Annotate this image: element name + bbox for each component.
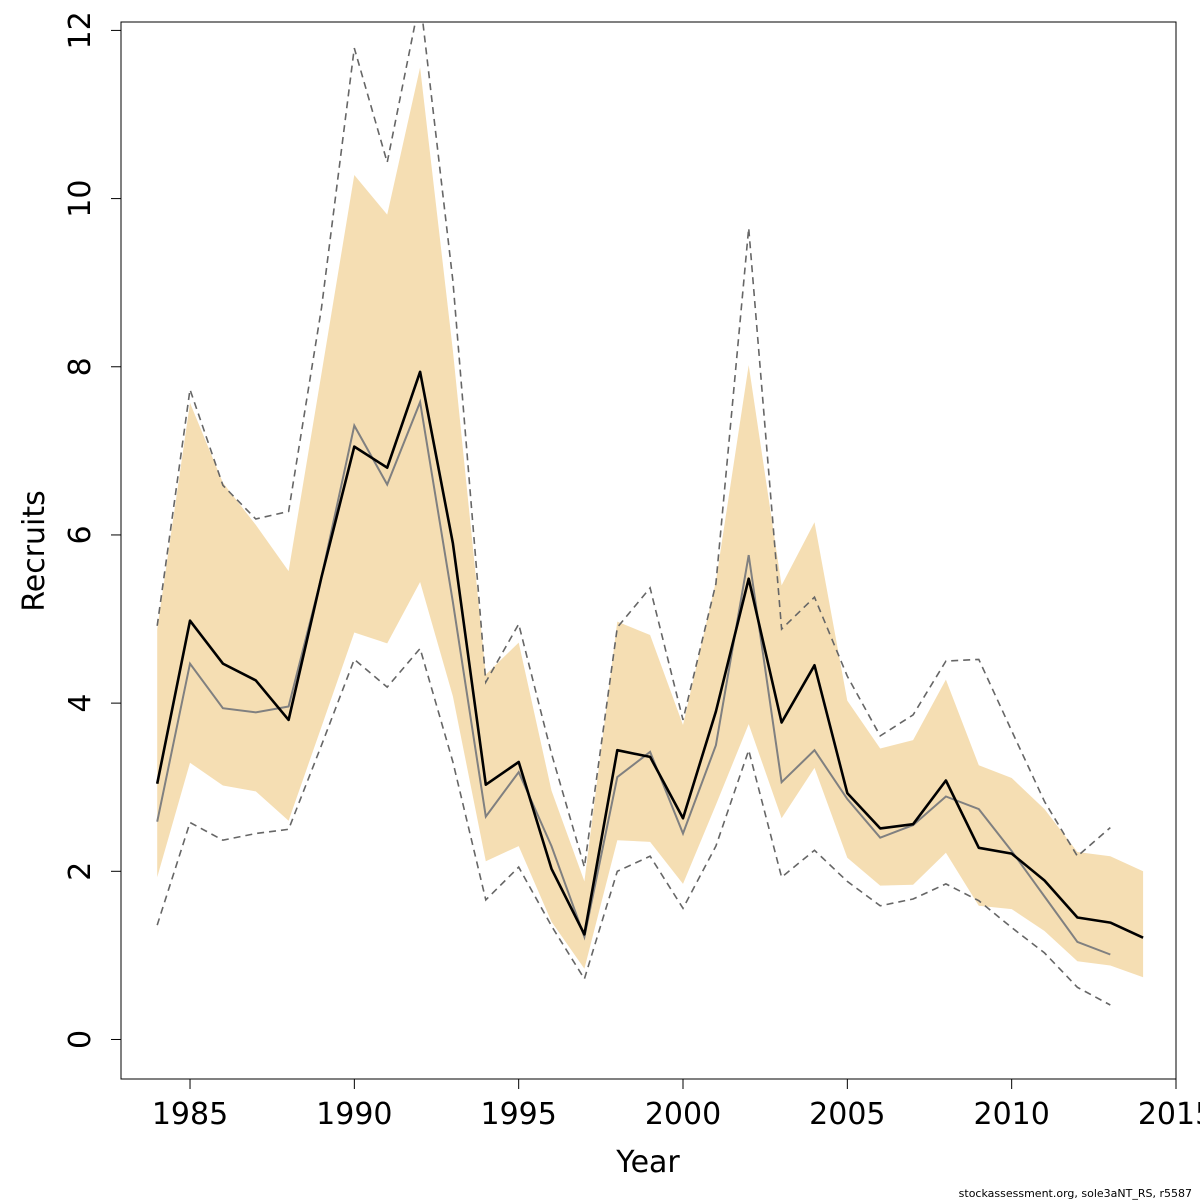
y-tick-label: 2 [63, 862, 98, 881]
plot-frame [120, 21, 1177, 1080]
y-axis-title: Recruits [17, 490, 52, 612]
y-tick-label: 0 [63, 1030, 98, 1049]
x-tick-label: 1985 [152, 1097, 228, 1132]
y-tick-label: 8 [63, 357, 98, 376]
estimate-line [155, 370, 1144, 939]
y-tick-label: 6 [63, 525, 98, 544]
y-tick-label: 12 [63, 11, 98, 49]
confidence-band [157, 67, 1144, 978]
x-tick-label: 1995 [480, 1097, 556, 1132]
plot-area [155, 22, 1144, 1006]
x-tick-label: 2005 [809, 1097, 885, 1132]
y-tick-label: 10 [63, 180, 98, 218]
x-tick-label: 2010 [973, 1097, 1049, 1132]
x-axis-title: Year [615, 1145, 680, 1180]
previous-upper-ci-line [156, 22, 1111, 868]
x-tick-label: 2000 [645, 1097, 721, 1132]
footer-note: stockassessment.org, sole3aNT_RS, r5587 [959, 1187, 1192, 1200]
x-tick-label: 2015 [1138, 1097, 1200, 1132]
axes: 1985 1990 1995 2000 2005 2010 2015 0 2 4 6 8 10 12 [63, 11, 1200, 1132]
y-tick-label: 4 [63, 694, 98, 713]
x-tick-label: 1990 [316, 1097, 392, 1132]
